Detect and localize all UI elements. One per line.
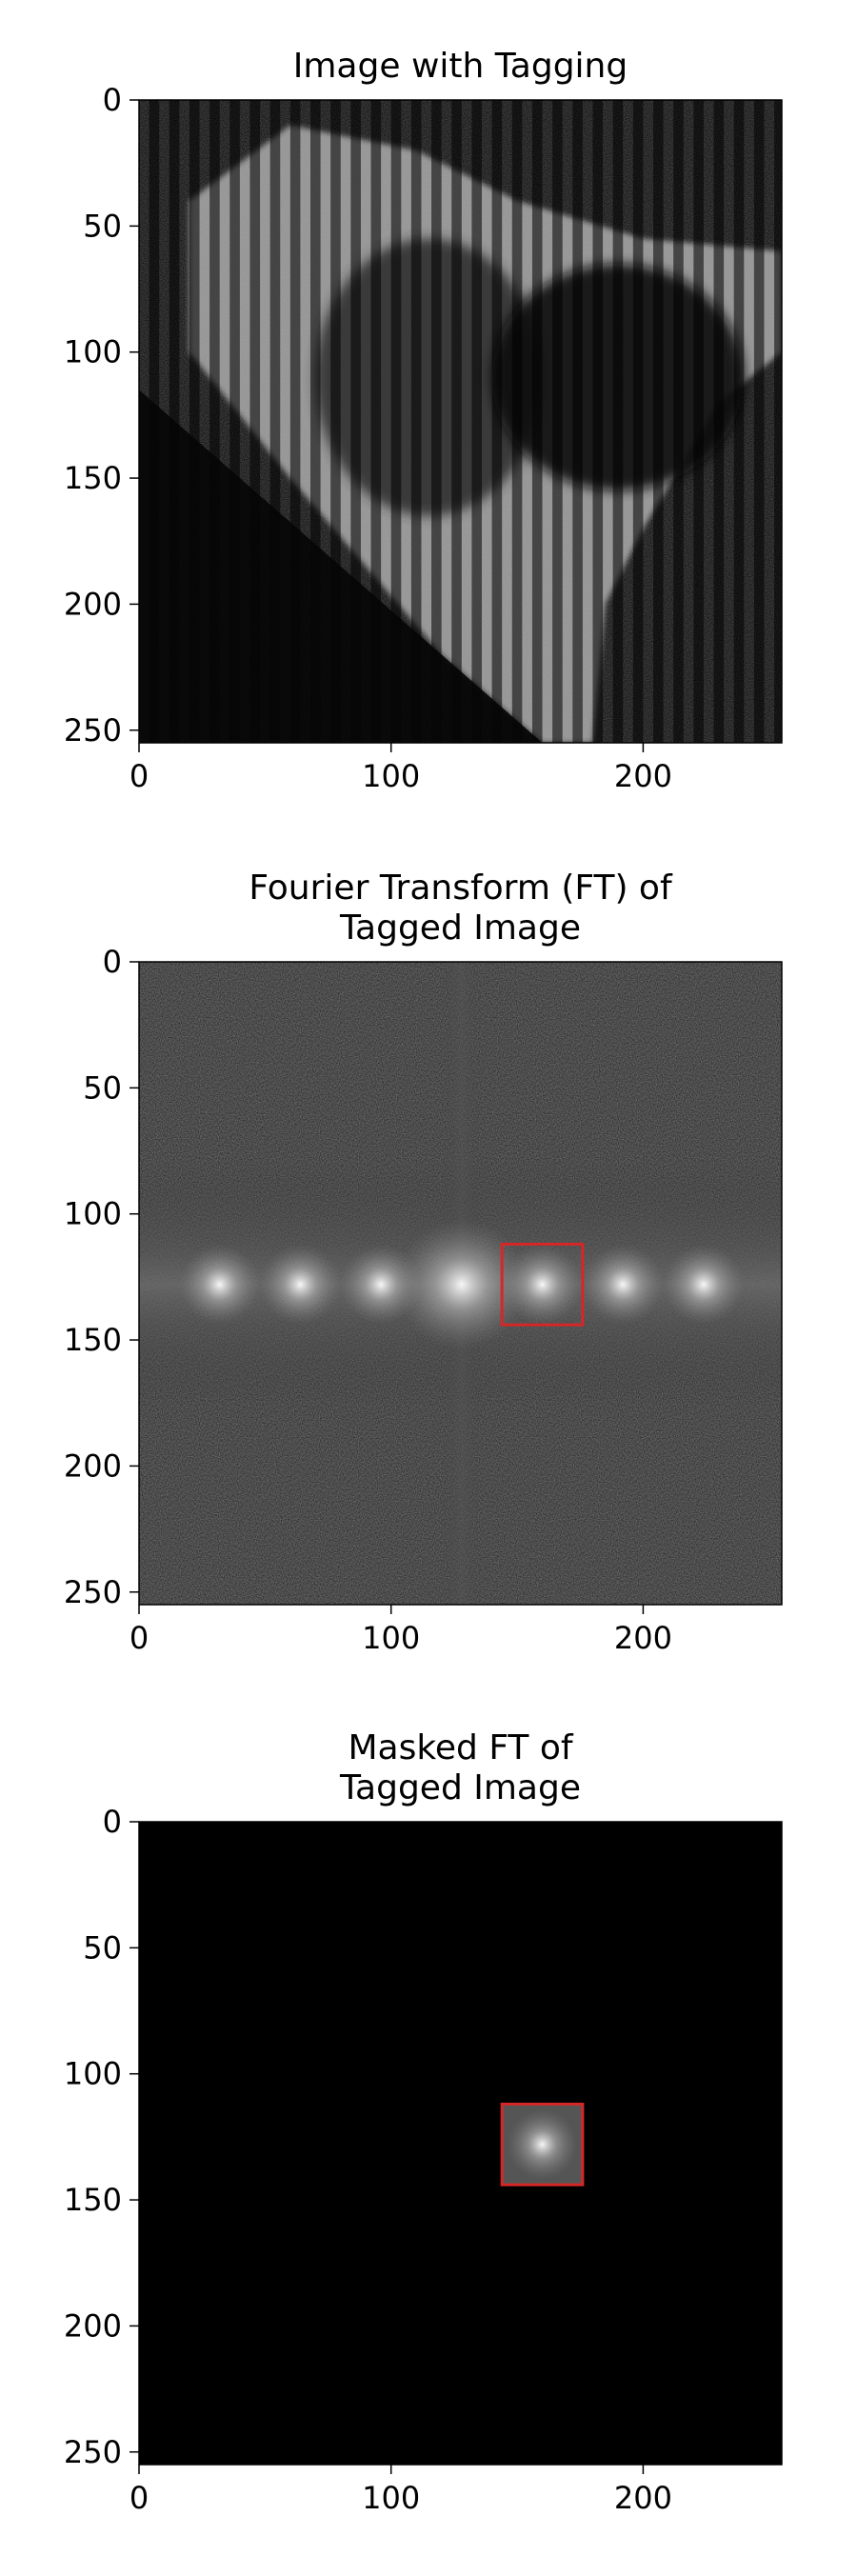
x-tick-label: 200 [614, 1620, 672, 1656]
dark-background-region [139, 389, 543, 743]
axes-frame [138, 99, 783, 744]
y-tick-label: 200 [64, 586, 122, 622]
tag-stripe [310, 100, 321, 743]
y-tick-label: 50 [83, 1069, 122, 1106]
spectral-peak [179, 1244, 261, 1326]
tag-stripe [410, 100, 422, 743]
masked-window [502, 2104, 583, 2186]
tag-stripe [330, 100, 341, 743]
y-tick-label: 250 [64, 2434, 122, 2470]
y-tick-label: 150 [64, 1322, 122, 1358]
tag-stripe [552, 100, 563, 743]
y-tick-label: 0 [103, 82, 122, 118]
tag-stripe [390, 100, 402, 743]
tag-stripe [370, 100, 382, 743]
image-background [139, 1822, 782, 2465]
tag-stripe [189, 100, 200, 743]
axes-frame [138, 1821, 783, 2466]
tag-stripe [249, 100, 261, 743]
x-tick-label: 100 [362, 758, 420, 794]
x-tick-label: 100 [362, 2480, 420, 2516]
spectral-peak [663, 1244, 745, 1326]
tag-stripe [511, 100, 523, 743]
x-tick-label: 0 [130, 2480, 149, 2516]
tag-stripe [451, 100, 462, 743]
tag-stripe [693, 100, 704, 743]
tag-stripe [350, 100, 361, 743]
tag-stripe [209, 100, 220, 743]
tag-stripe [733, 100, 745, 743]
spectral-peak [582, 1244, 664, 1326]
chart-title-line: Masked FT of [348, 1728, 573, 1767]
y-tick-label: 0 [103, 1804, 122, 1840]
chart-title-line: Fourier Transform (FT) of [249, 869, 673, 908]
y-tick-label: 50 [83, 208, 122, 244]
tag-stripe [572, 100, 583, 743]
y-tick-label: 250 [64, 712, 122, 749]
image-area [139, 100, 782, 743]
masked-peak [507, 2108, 578, 2180]
spectral-peak [502, 1244, 583, 1326]
spectral-peak [260, 1244, 341, 1326]
x-tick-label: 0 [130, 758, 149, 794]
tag-stripe [632, 100, 644, 743]
axes-frame [138, 961, 783, 1606]
y-tick-label: 50 [83, 1929, 122, 1966]
tag-stripe [471, 100, 482, 743]
tag-stripe [673, 100, 684, 743]
x-tick-label: 0 [130, 1620, 149, 1656]
y-tick-label: 200 [64, 1448, 122, 1484]
tag-stripe [269, 100, 281, 743]
tag-stripes [149, 100, 782, 743]
tag-stripe [592, 100, 604, 743]
spectral-peak [396, 1219, 528, 1350]
panel-tagged-image: Image with Tagging 0 100 200 0 50 100 150 200 250 [64, 47, 783, 794]
image-area [139, 962, 782, 1605]
highlight-box [500, 2102, 585, 2187]
chart-title-line: Tagged Image [339, 909, 581, 948]
tag-stripe [289, 100, 301, 743]
image-area [139, 1822, 782, 2465]
tag-stripe [774, 100, 782, 743]
y-tick-label: 250 [64, 1574, 122, 1610]
y-tick-label: 100 [64, 334, 122, 370]
y-tick-label: 200 [64, 2307, 122, 2344]
x-tick-label: 100 [362, 1620, 420, 1656]
tag-stripe [753, 100, 765, 743]
tag-stripe [653, 100, 664, 743]
tag-stripe [713, 100, 725, 743]
y-tick-label: 150 [64, 460, 122, 496]
x-tick-label: 200 [614, 2480, 672, 2516]
tag-stripe [612, 100, 624, 743]
x-tick-label: 200 [614, 758, 672, 794]
y-tick-label: 0 [103, 944, 122, 980]
tag-stripe [229, 100, 240, 743]
chart-title-line: Tagged Image [339, 1768, 581, 1807]
tag-stripe [431, 100, 442, 743]
chart-title-line: Image with Tagging [293, 47, 628, 86]
y-tick-label: 100 [64, 1196, 122, 1232]
tag-stripe [491, 100, 503, 743]
y-tick-label: 100 [64, 2056, 122, 2092]
y-tick-label: 150 [64, 2182, 122, 2218]
highlight-box [500, 1242, 585, 1327]
tag-stripe [531, 100, 543, 743]
